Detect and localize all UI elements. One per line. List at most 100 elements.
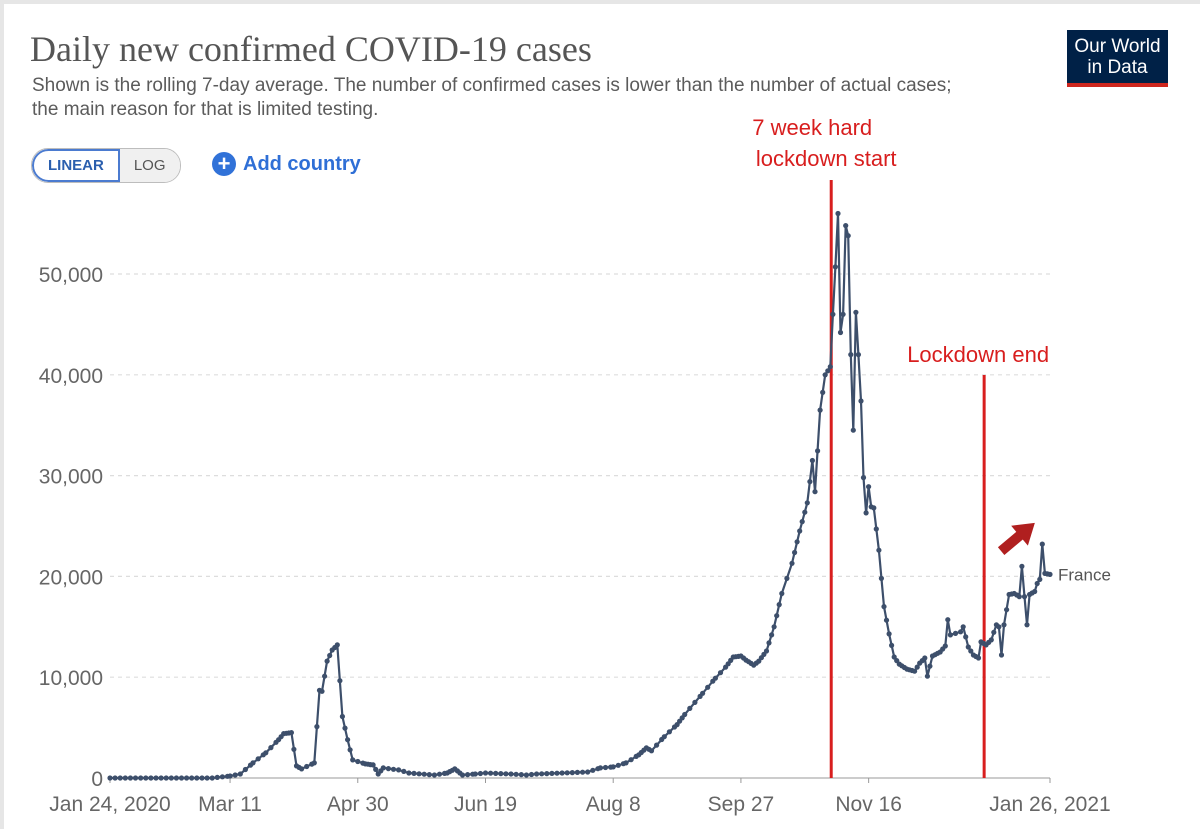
- france-data-point: [886, 631, 892, 637]
- france-data-point: [590, 767, 596, 773]
- our-world-in-data-logo[interactable]: Our World in Data: [1067, 30, 1168, 87]
- france-data-point: [922, 655, 928, 661]
- france-data-point: [840, 311, 846, 317]
- france-data-point: [528, 771, 535, 778]
- france-data-point: [347, 747, 353, 753]
- france-data-point: [564, 770, 570, 776]
- france-data-point: [311, 760, 317, 766]
- france-data-point: [334, 642, 340, 648]
- france-data-point: [797, 528, 803, 534]
- x-tick-label: Sep 27: [708, 793, 775, 816]
- france-data-point: [766, 640, 772, 646]
- lockdown-start-label-line2: lockdown start: [756, 146, 897, 171]
- france-data-point: [817, 407, 823, 413]
- x-tick-label: Apr 30: [327, 793, 389, 816]
- france-data-point: [661, 734, 667, 740]
- france-data-point: [390, 766, 397, 772]
- france-data-point: [1034, 580, 1040, 587]
- france-data-point: [127, 775, 133, 781]
- france-data-point: [687, 705, 693, 712]
- france-data-point: [488, 770, 494, 776]
- x-tick-label: Aug 8: [586, 793, 641, 816]
- france-data-point: [263, 750, 269, 756]
- y-tick-label: 40,000: [39, 365, 103, 388]
- linear-scale-button[interactable]: LINEAR: [32, 149, 120, 182]
- frame-border-top: [0, 0, 1200, 4]
- france-data-point: [914, 664, 920, 670]
- series-label-france: France: [1058, 565, 1111, 584]
- france-data-point: [876, 547, 882, 553]
- france-data-point: [958, 629, 964, 635]
- france-data-point: [143, 775, 149, 781]
- france-data-point: [623, 760, 629, 766]
- up-arrow-icon: [997, 522, 1035, 555]
- france-data-point: [549, 770, 555, 777]
- france-data-point: [889, 642, 895, 649]
- france-data-point: [319, 688, 325, 694]
- france-data-point: [866, 484, 872, 490]
- france-data-point: [799, 519, 805, 525]
- france-data-point: [1016, 594, 1022, 600]
- france-data-point: [820, 389, 826, 395]
- france-data-point: [585, 769, 591, 775]
- france-data-point: [250, 760, 256, 766]
- france-data-point: [998, 652, 1005, 658]
- france-data-point: [825, 368, 831, 374]
- france-data-point: [1047, 571, 1053, 578]
- france-data-point: [666, 729, 673, 735]
- france-data-point: [792, 549, 798, 556]
- arrow-shaft: [997, 530, 1025, 555]
- france-data-point: [878, 575, 885, 582]
- france-data-point: [219, 774, 225, 780]
- france-data-point: [493, 770, 499, 777]
- log-scale-button[interactable]: LOG: [119, 149, 180, 182]
- france-data-point: [1001, 622, 1007, 628]
- france-data-point: [322, 673, 328, 679]
- france-data-point: [242, 766, 248, 773]
- france-data-point: [411, 770, 417, 777]
- france-data-point: [965, 644, 971, 650]
- x-tick-label: Jun 19: [454, 793, 517, 816]
- france-data-point: [189, 775, 195, 781]
- y-tick-label: 0: [91, 768, 103, 791]
- france-data-point: [184, 775, 190, 781]
- add-country-button[interactable]: + Add country: [212, 150, 361, 178]
- france-data-point: [873, 526, 879, 532]
- france-data-point: [648, 748, 655, 754]
- france-data-point: [1004, 607, 1010, 613]
- france-data-point: [912, 668, 918, 674]
- lockdown-start-label-line1: 7 week hard: [752, 115, 872, 140]
- x-tick-label: Jan 26, 2021: [989, 793, 1110, 816]
- france-data-point: [853, 309, 859, 315]
- france-data-point: [385, 766, 391, 772]
- france-data-point: [682, 711, 688, 718]
- france-data-point: [132, 775, 139, 781]
- france-data-point: [991, 629, 997, 635]
- france-data-point: [199, 775, 205, 781]
- france-data-point: [380, 765, 386, 771]
- france-data-point: [569, 770, 575, 776]
- france-data-point: [337, 678, 343, 684]
- france-data-point: [370, 762, 376, 768]
- france-data-point: [700, 690, 706, 696]
- france-data-point: [610, 764, 616, 770]
- france-data-point: [459, 772, 466, 778]
- france-data-point: [1019, 563, 1025, 569]
- france-data-point: [314, 724, 320, 730]
- france-data-point: [848, 352, 854, 358]
- france-data-point: [881, 604, 887, 610]
- y-tick-label: 10,000: [39, 667, 103, 690]
- france-data-point: [396, 767, 402, 773]
- france-data-point: [173, 775, 179, 781]
- france-data-point: [822, 372, 828, 378]
- subtitle-line-2: the main reason for that is limited test…: [32, 99, 379, 120]
- france-data-point: [421, 771, 427, 777]
- france-data-point: [692, 699, 698, 706]
- france-data-point: [255, 756, 261, 762]
- logo-line-1: Our World: [1074, 36, 1161, 57]
- france-data-point: [401, 768, 407, 775]
- france-data-point: [843, 223, 849, 229]
- france-data-point: [482, 770, 489, 776]
- france-data-point: [327, 652, 333, 659]
- france-data-point: [628, 757, 634, 763]
